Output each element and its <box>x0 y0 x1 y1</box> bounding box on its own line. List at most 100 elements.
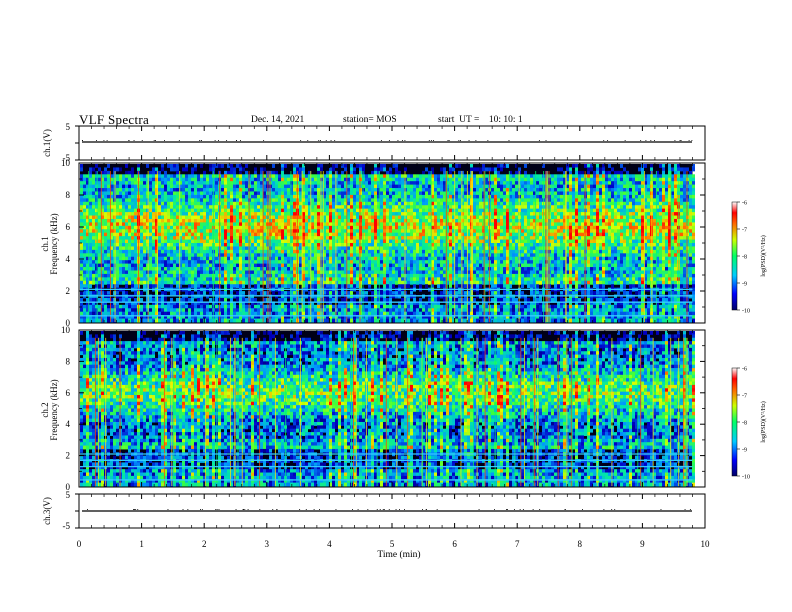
spectrogram-cell <box>125 208 128 213</box>
spectrogram-cell <box>302 194 305 199</box>
spectrogram-cell <box>416 177 419 182</box>
spectrogram-cell <box>254 243 257 247</box>
spectrogram-cell <box>215 253 218 258</box>
spectrogram-cell <box>338 291 341 296</box>
spectrogram-cell <box>185 243 188 247</box>
spectrogram-cell <box>392 291 395 296</box>
spectrogram-cell <box>365 177 368 182</box>
spectrogram-cell <box>227 249 230 254</box>
spectrogram-cell <box>398 174 401 179</box>
spectrogram-cell <box>161 239 164 244</box>
spectrogram-cell <box>170 280 173 285</box>
spectrogram-cell <box>380 249 383 254</box>
spectrogram-cell <box>284 256 287 261</box>
spectrogram-cell <box>239 315 242 320</box>
spectrogram-cell <box>257 239 260 244</box>
spectrogram-cell <box>179 188 182 192</box>
spectrogram-cell <box>320 294 323 299</box>
spectrogram-cell <box>104 280 107 285</box>
spectrogram-cell <box>254 198 257 203</box>
spectrogram-cell <box>122 236 125 241</box>
spectrogram-cell <box>308 201 311 206</box>
spectrogram-cell <box>194 181 197 186</box>
spectrogram-cell <box>305 218 308 223</box>
spectrogram-cell <box>179 243 182 247</box>
spectrogram-cell <box>278 236 281 241</box>
spectrogram-cell <box>221 218 224 223</box>
spectrogram-cell <box>320 243 323 247</box>
spectrogram-cell <box>188 270 191 275</box>
spectrogram-cell <box>146 318 149 323</box>
spectrogram-cell <box>233 225 236 230</box>
spectrogram-cell <box>290 294 293 299</box>
spectrogram-cell <box>359 177 362 182</box>
spectrogram-cell <box>104 304 107 309</box>
spectrogram-cell <box>161 236 164 241</box>
spectrogram-cell <box>89 229 92 234</box>
spectrogram-cell <box>347 260 350 265</box>
spectrogram-cell <box>254 280 257 285</box>
spectrogram-cell <box>170 212 173 217</box>
spectrogram-cell <box>176 239 179 244</box>
spectrogram-cell <box>254 184 257 189</box>
spectrogram-cell <box>386 225 389 230</box>
spectrogram-cell <box>407 246 410 251</box>
spectrogram-cell <box>86 181 89 186</box>
spectrogram-cell <box>110 239 113 244</box>
spectrogram-cell <box>146 291 149 296</box>
spectrogram-cell <box>302 167 305 172</box>
spectrogram-cell <box>191 181 194 186</box>
spectrogram-cell <box>134 201 137 206</box>
spectrogram-cell <box>290 260 293 265</box>
spectrogram-cell <box>236 304 239 309</box>
spectrogram-cell <box>149 198 152 203</box>
spectrogram-cell <box>383 260 386 265</box>
spectrogram-cell <box>272 215 275 220</box>
spectrogram-cell <box>383 174 386 179</box>
spectrogram-cell <box>152 304 155 309</box>
spectrogram-cell <box>365 315 368 320</box>
spectrogram-cell <box>251 308 254 313</box>
spectrogram-cell <box>140 215 143 220</box>
spectrogram-cell <box>392 174 395 179</box>
spectrogram-cell <box>188 243 191 247</box>
spectrogram-cell <box>188 297 191 302</box>
spectrogram-cell <box>224 253 227 258</box>
spectrogram-cell <box>203 267 206 271</box>
spectrogram-cell <box>221 208 224 213</box>
spectrogram-cell <box>314 297 317 302</box>
spectrogram-cell <box>125 311 128 316</box>
spectrogram-cell <box>383 301 386 306</box>
spectrogram-cell <box>305 239 308 244</box>
spectrogram-cell <box>158 181 161 186</box>
spectrogram-cell <box>368 177 371 182</box>
spectrogram-cell <box>398 201 401 206</box>
spectrogram-cell <box>413 181 416 186</box>
spectrogram-cell <box>128 294 131 299</box>
spectrogram-cell <box>149 273 152 278</box>
spectrogram-cell <box>227 263 230 268</box>
spectrogram-cell <box>98 291 101 296</box>
spectrogram-cell <box>131 246 134 251</box>
spectrogram-cell <box>236 318 239 323</box>
spectrogram-cell <box>110 249 113 254</box>
spectrogram-cell <box>335 297 338 302</box>
spectrogram-cell <box>182 167 185 172</box>
spectrogram-cell <box>314 256 317 261</box>
spectrogram-cell <box>371 249 374 254</box>
spectrogram-cell <box>338 243 341 247</box>
spectrogram-cell <box>143 277 146 282</box>
spectrogram-cell <box>311 280 314 285</box>
spectrogram-cell <box>182 215 185 220</box>
spectrogram-cell <box>89 201 92 206</box>
spectrogram-cell <box>383 246 386 251</box>
spectrogram-cell <box>356 218 359 223</box>
spectrogram-cell <box>92 222 95 227</box>
spectrogram-cell <box>89 170 92 175</box>
spectrogram-cell <box>293 194 296 199</box>
spectrogram-cell <box>227 191 230 196</box>
spectrogram-cell <box>113 174 116 179</box>
spectrogram-cell <box>149 280 152 285</box>
spectrogram-cell <box>206 177 209 182</box>
spectrogram-cell <box>305 188 308 192</box>
